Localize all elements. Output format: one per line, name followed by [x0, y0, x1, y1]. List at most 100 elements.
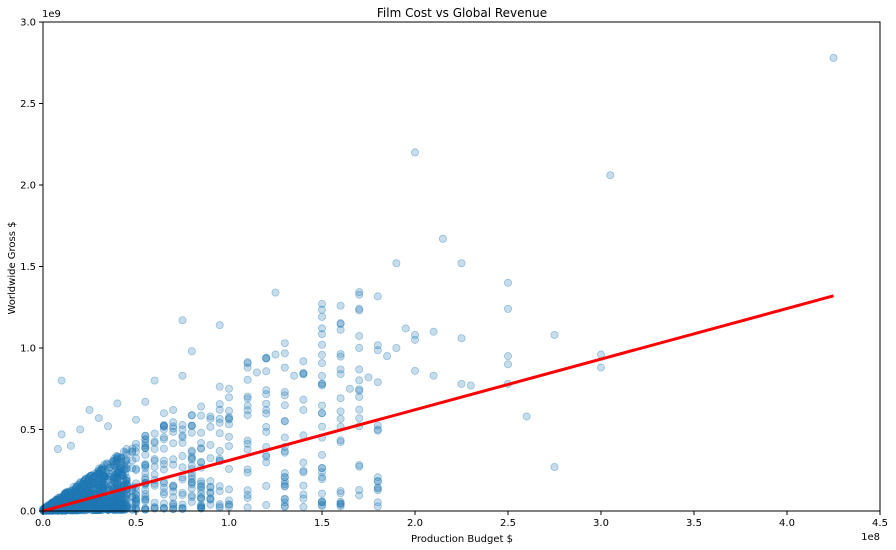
scatter-point: [94, 481, 103, 490]
scatter-point: [206, 495, 215, 504]
scatter-point: [113, 452, 122, 461]
scatter-point: [169, 424, 178, 433]
scatter-point: [317, 340, 326, 349]
scatter-point: [355, 392, 364, 401]
scatter-point: [317, 501, 326, 510]
scatter-point: [355, 343, 364, 352]
scatter-point: [98, 466, 107, 475]
scatter-point: [141, 444, 150, 453]
scatter-point: [49, 497, 58, 506]
scatter-point: [77, 502, 86, 511]
scatter-point: [197, 438, 206, 447]
scatter-point: [317, 379, 326, 388]
scatter-point: [116, 495, 125, 504]
scatter-point: [77, 484, 86, 493]
scatter-point: [72, 483, 81, 492]
scatter-point: [60, 490, 69, 499]
scatter-point: [90, 472, 99, 481]
scatter-point: [159, 422, 168, 431]
scatter-point: [597, 363, 606, 372]
scatter-point: [105, 469, 114, 478]
scatter-point: [81, 501, 90, 510]
scatter-point: [84, 475, 93, 484]
scatter-point: [80, 490, 89, 499]
scatter-point: [117, 457, 126, 466]
scatter-point: [72, 487, 81, 496]
scatter-point: [107, 497, 116, 506]
scatter-point: [85, 405, 94, 414]
scatter-point: [280, 480, 289, 489]
scatter-point: [117, 469, 126, 478]
scatter-point: [224, 420, 233, 429]
scatter-point: [92, 501, 101, 510]
scatter-point: [128, 447, 137, 456]
scatter-point: [112, 451, 121, 460]
scatter-point: [95, 505, 104, 514]
scatter-point: [159, 435, 168, 444]
scatter-point: [99, 469, 108, 478]
scatter-point: [122, 450, 131, 459]
scatter-point: [280, 482, 289, 491]
scatter-point: [90, 504, 99, 513]
scatter-point: [159, 483, 168, 492]
scatter-point: [197, 482, 206, 491]
scatter-point: [59, 494, 68, 503]
scatter-point: [373, 346, 382, 355]
scatter-point: [72, 487, 81, 496]
scatter-point: [150, 462, 159, 471]
scatter-point: [98, 482, 107, 491]
scatter-point: [280, 495, 289, 504]
scatter-point: [121, 476, 130, 485]
scatter-point: [197, 444, 206, 453]
scatter-point: [280, 447, 289, 456]
scatter-point: [109, 456, 118, 465]
scatter-point: [503, 360, 512, 369]
scatter-point: [112, 454, 121, 463]
scatter-point: [57, 376, 66, 385]
scatter-point: [159, 504, 168, 513]
scatter-point: [75, 483, 84, 492]
scatter-point: [373, 473, 382, 482]
scatter-point: [113, 475, 122, 484]
scatter-point: [81, 474, 90, 483]
scatter-point: [114, 501, 123, 510]
scatter-point: [110, 503, 119, 512]
scatter-point: [280, 391, 289, 400]
scatter-point: [109, 500, 118, 509]
scatter-point: [169, 499, 178, 508]
scatter-point: [159, 409, 168, 418]
scatter-point: [53, 496, 62, 505]
scatter-point: [299, 502, 308, 511]
scatter-point: [262, 422, 271, 431]
scatter-point: [94, 468, 103, 477]
scatter-point: [317, 463, 326, 472]
scatter-point: [53, 495, 62, 504]
scatter-point: [65, 494, 74, 503]
scatter-point: [73, 482, 82, 491]
scatter-point: [373, 486, 382, 495]
scatter-point: [197, 494, 206, 503]
scatter-point: [79, 490, 88, 499]
scatter-point: [118, 503, 127, 512]
scatter-point: [97, 500, 106, 509]
scatter-point: [206, 483, 215, 492]
scatter-point: [178, 431, 187, 440]
scatter-point: [119, 464, 128, 473]
scatter-point: [299, 405, 308, 414]
scatter-point: [280, 388, 289, 397]
scatter-point: [117, 453, 126, 462]
scatter-point: [224, 413, 233, 422]
scatter-point: [317, 473, 326, 482]
scatter-point: [383, 352, 392, 361]
scatter-point: [187, 411, 196, 420]
scatter-point: [89, 499, 98, 508]
scatter-point: [197, 504, 206, 513]
scatter-point: [336, 350, 345, 359]
x-tick-label: 0.0: [35, 518, 51, 529]
scatter-point: [98, 481, 107, 490]
scatter-point: [243, 436, 252, 445]
scatter-point: [197, 493, 206, 502]
scatter-point: [57, 496, 66, 505]
scatter-point: [81, 487, 90, 496]
scatter-point: [280, 448, 289, 457]
